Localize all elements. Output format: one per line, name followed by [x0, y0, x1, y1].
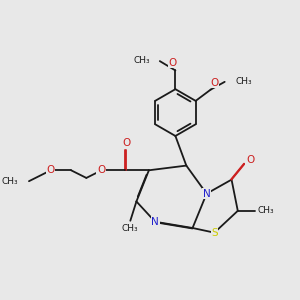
Text: S: S — [211, 228, 218, 238]
Text: O: O — [246, 155, 254, 165]
Text: O: O — [122, 138, 131, 148]
Text: O: O — [97, 165, 105, 175]
Text: O: O — [210, 78, 218, 88]
Text: O: O — [46, 165, 54, 175]
Text: CH₃: CH₃ — [236, 77, 252, 86]
Text: O: O — [169, 58, 177, 68]
Text: N: N — [151, 217, 159, 227]
Text: CH₃: CH₃ — [258, 206, 274, 215]
Text: CH₃: CH₃ — [2, 177, 18, 186]
Text: N: N — [203, 189, 211, 199]
Text: CH₃: CH₃ — [122, 224, 138, 233]
Text: CH₃: CH₃ — [133, 56, 150, 65]
